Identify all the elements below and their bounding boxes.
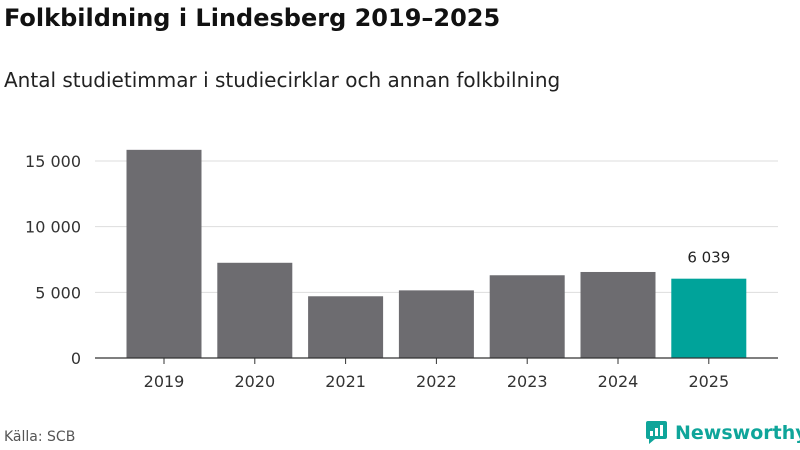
bar-2020 — [217, 262, 293, 358]
bar-2021 — [308, 296, 384, 358]
y-tick-label: 5 000 — [35, 283, 81, 302]
y-tick-label: 0 — [71, 349, 81, 368]
y-tick-label: 15 000 — [25, 152, 81, 171]
x-tick-label: 2022 — [416, 372, 457, 391]
x-tick-label: 2024 — [598, 372, 639, 391]
chart-subtitle: Antal studietimmar i studiecirklar och a… — [4, 68, 561, 92]
newsworthy-logo-icon — [646, 421, 667, 444]
bar-2022 — [398, 290, 474, 358]
source-credit: Källa: SCB — [4, 429, 76, 445]
x-tick-label: 2023 — [507, 372, 548, 391]
x-tick-label: 2021 — [325, 372, 366, 391]
bar-2019 — [126, 149, 202, 358]
x-tick-label: 2019 — [144, 372, 185, 391]
bar-2023 — [489, 275, 565, 358]
x-tick-label: 2025 — [688, 372, 729, 391]
x-tick-label: 2020 — [234, 372, 275, 391]
y-tick-label: 10 000 — [25, 218, 81, 237]
bar-2025 — [671, 278, 747, 358]
chart-title: Folkbildning i Lindesberg 2019–2025 — [4, 4, 501, 32]
bar-2024 — [580, 271, 656, 358]
brand-logo[interactable]: Newsworthy — [645, 420, 800, 445]
data-label: 6 039 — [687, 249, 730, 267]
brand-name: Newsworthy — [675, 421, 800, 444]
